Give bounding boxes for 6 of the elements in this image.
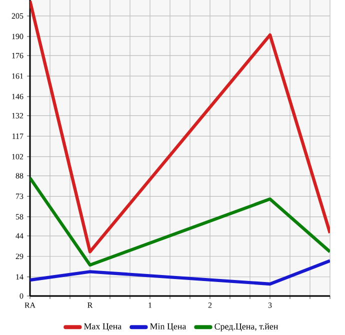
legend-label: Max Цена (84, 323, 122, 332)
line-series (30, 0, 330, 254)
line-series (30, 259, 330, 286)
legend-label: Сред.Цена, т.йен (214, 323, 278, 332)
line-series (30, 176, 330, 267)
legend-label: Min Цена (150, 323, 186, 332)
